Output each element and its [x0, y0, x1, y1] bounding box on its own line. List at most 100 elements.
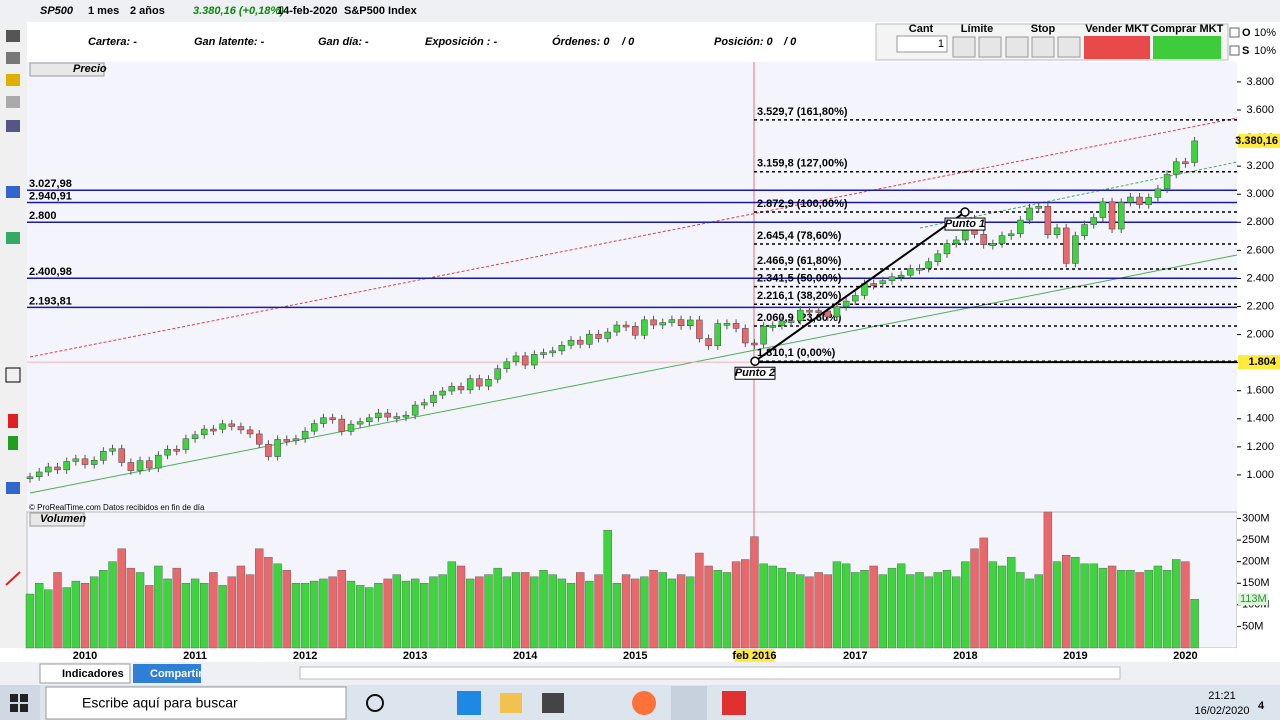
candle-body	[503, 361, 511, 369]
edge-icon[interactable]	[457, 691, 481, 715]
volume-bar	[1162, 570, 1172, 649]
fib-label: 2.341,5 (50,00%)	[757, 273, 842, 285]
explorer-icon[interactable]	[500, 693, 522, 713]
candle-body	[1026, 207, 1033, 221]
indicadores[interactable]: Indicadores	[62, 668, 124, 680]
level-label: 2.400,98	[29, 266, 72, 278]
volume-bar	[1153, 565, 1163, 649]
anchor-point	[750, 356, 760, 366]
period[interactable]: 1 mes	[88, 5, 119, 17]
o-checkbox[interactable]	[1229, 27, 1240, 38]
x-tick-label: 2019	[1063, 650, 1087, 662]
candle-body	[1044, 206, 1052, 235]
stop-trail[interactable]	[1057, 36, 1081, 58]
candle-body	[521, 355, 529, 366]
firefox-icon[interactable]	[632, 691, 656, 715]
volume-bar	[475, 576, 484, 649]
volume-bar	[300, 583, 310, 649]
volume-bar	[896, 563, 906, 649]
volume-bar	[878, 574, 888, 649]
x-tick-label: 2020	[1173, 650, 1197, 662]
start-button[interactable]	[0, 685, 40, 720]
volume-bar	[530, 576, 539, 649]
volume-bar	[1190, 599, 1199, 649]
candle-body	[109, 448, 116, 452]
candle-body	[989, 243, 997, 246]
volume-bar	[126, 567, 136, 649]
y-tick-label: 1.400	[1246, 413, 1274, 425]
volume-bar	[1062, 554, 1071, 649]
volume-bar	[970, 548, 979, 649]
volume-bar	[420, 583, 429, 649]
candle-body	[1173, 161, 1180, 175]
volume-last-label: 113M	[1240, 593, 1267, 605]
stop-buy[interactable]	[1005, 36, 1029, 58]
volume-bar	[337, 570, 346, 649]
anchor-label: Punto 1	[945, 218, 985, 230]
volume-bar	[1025, 578, 1034, 649]
ordenes[interactable]: Órdenes: 0	[552, 35, 610, 48]
candle-body	[1099, 201, 1107, 218]
candle-body	[659, 322, 666, 326]
y-tick-label: 1.200	[1246, 441, 1274, 453]
volume-bar	[539, 570, 548, 649]
candle-body	[1062, 227, 1070, 264]
scrollbar[interactable]	[299, 666, 1121, 680]
sell-button[interactable]	[1084, 36, 1150, 59]
store-icon[interactable]	[542, 693, 564, 713]
price-label: 3.380,16	[1235, 135, 1278, 147]
volume-bar	[511, 572, 521, 649]
gan-dia: Gan día: -	[318, 36, 369, 48]
level-label: 3.027,98	[29, 178, 72, 190]
indicadores-button[interactable]	[39, 663, 131, 684]
candle-body	[228, 423, 235, 427]
volume-bar	[71, 580, 81, 649]
posicion[interactable]: Posición: 0	[714, 36, 774, 48]
volume-bar	[438, 574, 447, 649]
cortana[interactable]	[366, 694, 384, 712]
app-icon[interactable]	[722, 691, 746, 715]
candle-body	[650, 319, 657, 326]
limit-sell[interactable]	[978, 36, 1002, 58]
notification-count[interactable]: 4	[1258, 700, 1265, 712]
compartir[interactable]: Compartir	[150, 668, 203, 680]
candle-body	[980, 234, 987, 245]
volume-bar	[365, 587, 374, 649]
s-checkbox[interactable]	[1229, 45, 1240, 56]
volume-bar	[273, 563, 282, 649]
candle-body	[118, 448, 125, 463]
candle-body	[311, 423, 318, 432]
candle-body	[622, 324, 630, 328]
volume-bar	[1098, 567, 1108, 649]
candle-body	[742, 328, 749, 344]
search-box[interactable]	[45, 686, 347, 720]
volume-tick-label: 150M	[1242, 577, 1270, 589]
volume-bar	[44, 589, 53, 649]
candle-body	[806, 309, 813, 313]
volume-bar	[722, 572, 732, 649]
candle-body	[549, 350, 556, 354]
volume-bar	[465, 578, 475, 649]
candle-body	[72, 458, 80, 462]
range[interactable]: 2 años	[130, 5, 165, 17]
compartir-button[interactable]	[133, 664, 201, 683]
volume-bar	[346, 580, 356, 649]
limit-buy[interactable]	[952, 36, 976, 58]
buy-button[interactable]	[1153, 36, 1221, 59]
stop-sell[interactable]	[1031, 36, 1055, 58]
candle-body	[466, 378, 474, 391]
symbol[interactable]: SP500	[40, 5, 74, 17]
volume-bar	[255, 548, 264, 649]
candle-body	[769, 325, 777, 328]
candle-body	[145, 460, 153, 469]
quantity-input[interactable]	[896, 35, 948, 53]
instrument-name: S&P500 Index	[344, 5, 418, 17]
candle-body	[760, 325, 767, 345]
candle-body	[1136, 196, 1143, 205]
candle-body	[448, 386, 456, 392]
prorealtime-icon[interactable]	[671, 686, 707, 720]
volume-bar	[860, 570, 869, 649]
volume-bar	[80, 583, 90, 649]
volume-bar	[823, 574, 832, 649]
volume-bar	[566, 583, 576, 649]
